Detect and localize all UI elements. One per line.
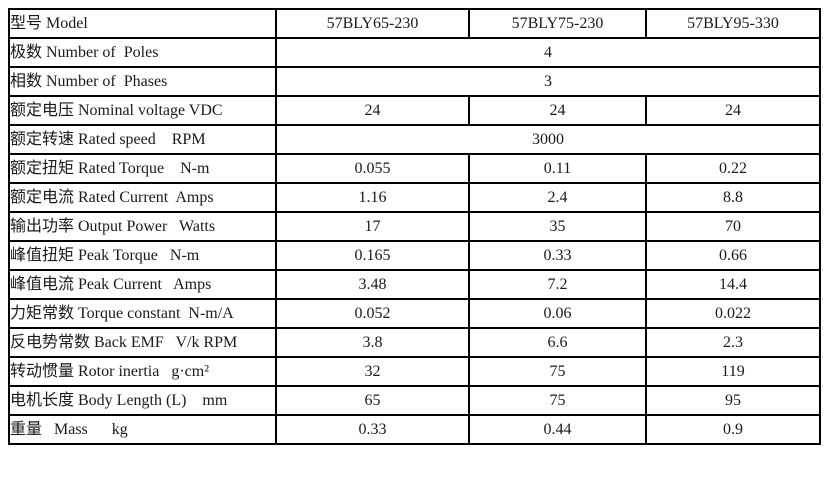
spec-value: 3.48 — [275, 269, 470, 300]
table-row: 额定扭矩 Rated Torque N-m 0.055 0.11 0.22 — [8, 153, 821, 184]
table-row: 额定电压 Nominal voltage VDC 24 24 24 — [8, 95, 821, 126]
table-row: 输出功率 Output Power Watts 17 35 70 — [8, 211, 821, 242]
table-row: 反电势常数 Back EMF V/k RPM 3.8 6.6 2.3 — [8, 327, 821, 358]
spec-value: 3000 — [275, 124, 821, 155]
spec-label: 峰值电流 Peak Current Amps — [8, 269, 277, 300]
table-row: 力矩常数 Torque constant N-m/A 0.052 0.06 0.022 — [8, 298, 821, 329]
spec-label: 极数 Number of Poles — [8, 37, 277, 68]
spec-value: 0.11 — [468, 153, 647, 184]
spec-value: 65 — [275, 385, 470, 416]
spec-label: 相数 Number of Phases — [8, 66, 277, 97]
spec-value: 95 — [645, 385, 821, 416]
spec-value: 0.22 — [645, 153, 821, 184]
spec-value: 7.2 — [468, 269, 647, 300]
spec-value: 3 — [275, 66, 821, 97]
spec-label: 转动惯量 Rotor inertia g·cm² — [8, 356, 277, 387]
spec-value: 4 — [275, 37, 821, 68]
spec-value: 0.44 — [468, 414, 647, 445]
spec-value: 24 — [468, 95, 647, 126]
table-row: 额定电流 Rated Current Amps 1.16 2.4 8.8 — [8, 182, 821, 213]
spec-label: 重量 Mass kg — [8, 414, 277, 445]
spec-value: 0.06 — [468, 298, 647, 329]
spec-label: 电机长度 Body Length (L) mm — [8, 385, 277, 416]
spec-value: 1.16 — [275, 182, 470, 213]
spec-label: 额定电流 Rated Current Amps — [8, 182, 277, 213]
header-row: 型号 Model 57BLY65-230 57BLY75-230 57BLY95-33… — [8, 8, 821, 39]
spec-value: 0.165 — [275, 240, 470, 271]
table-row: 峰值电流 Peak Current Amps 3.48 7.2 14.4 — [8, 269, 821, 300]
spec-label: 额定扭矩 Rated Torque N-m — [8, 153, 277, 184]
model-header-label: 型号 Model — [8, 8, 277, 39]
spec-value: 3.8 — [275, 327, 470, 358]
spec-label: 额定电压 Nominal voltage VDC — [8, 95, 277, 126]
table-row: 相数 Number of Phases 3 — [8, 66, 821, 97]
spec-value: 0.33 — [468, 240, 647, 271]
spec-value: 17 — [275, 211, 470, 242]
spec-table-body: 型号 Model 57BLY65-230 57BLY75-230 57BLY95-33… — [8, 8, 821, 445]
model-name: 57BLY95-330 — [645, 8, 821, 39]
table-row: 电机长度 Body Length (L) mm 65 75 95 — [8, 385, 821, 416]
spec-value: 0.66 — [645, 240, 821, 271]
spec-label: 峰值扭矩 Peak Torque N-m — [8, 240, 277, 271]
spec-value: 0.9 — [645, 414, 821, 445]
spec-value: 119 — [645, 356, 821, 387]
spec-value: 0.055 — [275, 153, 470, 184]
spec-label: 力矩常数 Torque constant N-m/A — [8, 298, 277, 329]
spec-value: 75 — [468, 385, 647, 416]
spec-value: 0.052 — [275, 298, 470, 329]
spec-value: 14.4 — [645, 269, 821, 300]
spec-label: 额定转速 Rated speed RPM — [8, 124, 277, 155]
spec-value: 35 — [468, 211, 647, 242]
table-row: 峰值扭矩 Peak Torque N-m 0.165 0.33 0.66 — [8, 240, 821, 271]
spec-label: 反电势常数 Back EMF V/k RPM — [8, 327, 277, 358]
spec-label: 输出功率 Output Power Watts — [8, 211, 277, 242]
model-name: 57BLY75-230 — [468, 8, 647, 39]
spec-value: 70 — [645, 211, 821, 242]
spec-value: 8.8 — [645, 182, 821, 213]
spec-value: 0.33 — [275, 414, 470, 445]
table-row: 额定转速 Rated speed RPM 3000 — [8, 124, 821, 155]
spec-value: 24 — [645, 95, 821, 126]
model-name: 57BLY65-230 — [275, 8, 470, 39]
table-row: 重量 Mass kg 0.33 0.44 0.9 — [8, 414, 821, 445]
spec-value: 32 — [275, 356, 470, 387]
spec-value: 24 — [275, 95, 470, 126]
spec-value: 2.4 — [468, 182, 647, 213]
table-row: 极数 Number of Poles 4 — [8, 37, 821, 68]
spec-value: 0.022 — [645, 298, 821, 329]
spec-value: 2.3 — [645, 327, 821, 358]
table-row: 转动惯量 Rotor inertia g·cm² 32 75 119 — [8, 356, 821, 387]
spec-value: 75 — [468, 356, 647, 387]
motor-spec-table: 型号 Model 57BLY65-230 57BLY75-230 57BLY95-33… — [8, 8, 821, 445]
spec-value: 6.6 — [468, 327, 647, 358]
